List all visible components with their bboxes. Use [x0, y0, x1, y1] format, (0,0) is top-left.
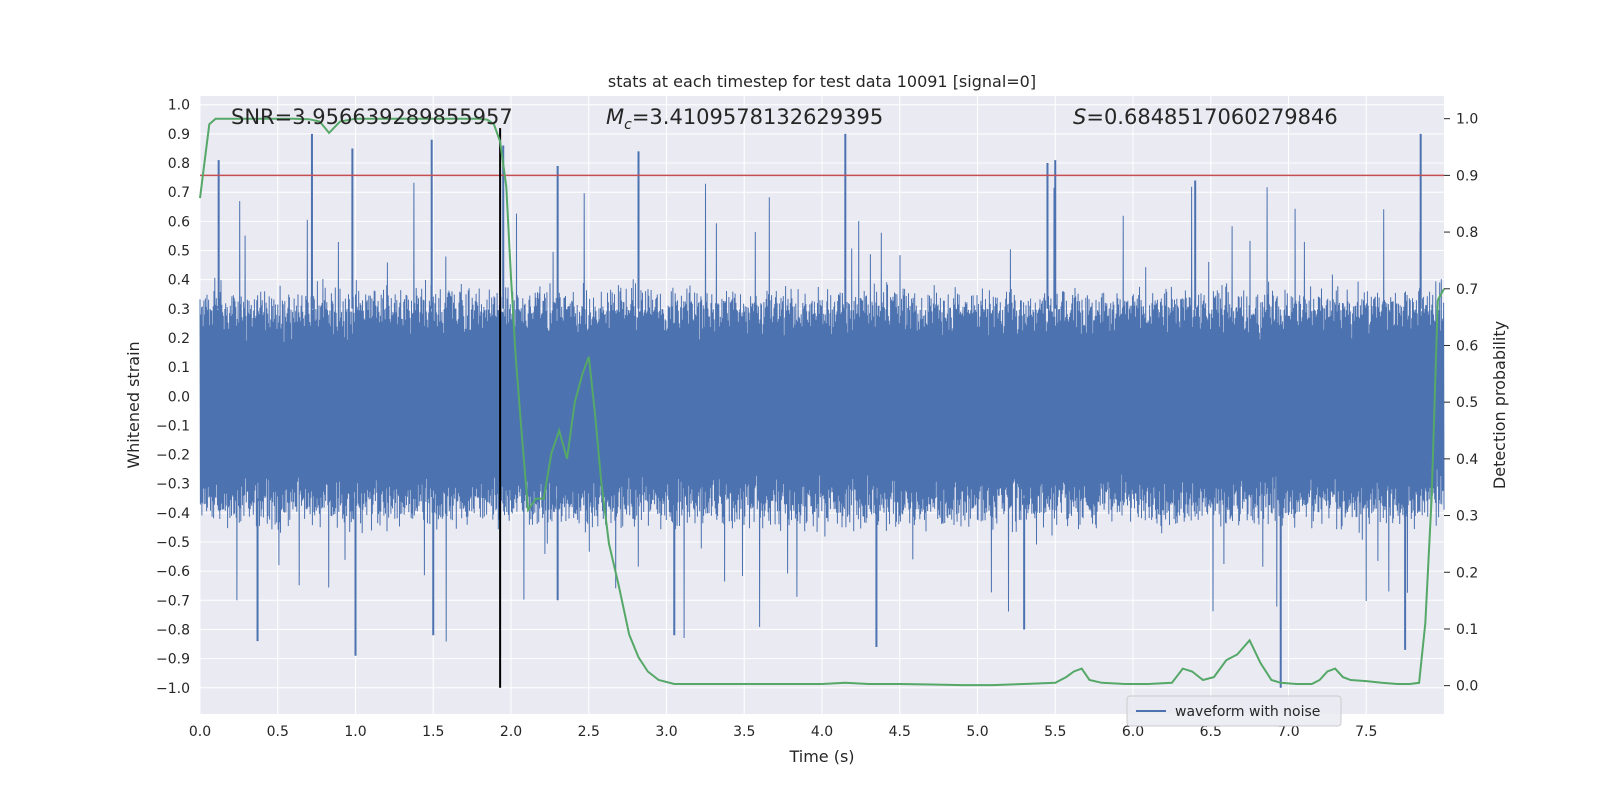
y-tick-label: −0.1 [156, 418, 190, 434]
x-tick-label: 7.0 [1277, 724, 1299, 740]
y-tick-label: −0.9 [156, 652, 190, 668]
x-tick-label: 2.5 [578, 724, 600, 740]
y-tick-label: −0.2 [156, 448, 190, 464]
x-axis-label: Time (s) [788, 747, 854, 766]
s-annotation-prefix: S [1073, 105, 1086, 129]
legend-box [1126, 695, 1342, 727]
chart-title: stats at each timestep for test data 100… [608, 72, 1036, 91]
y2-tick-label: 0.8 [1456, 225, 1478, 241]
snr-annotation: SNR=3.956639289855957 [231, 105, 513, 129]
legend: waveform with noise [1126, 695, 1342, 727]
y2-axis-label: Detection probability [1490, 321, 1509, 489]
y2-tick-label: 0.1 [1456, 622, 1478, 638]
y-tick-label: 0.5 [168, 244, 190, 260]
s-annotation-value: =0.6848517060279846 [1086, 105, 1337, 129]
y-tick-label: −0.7 [156, 593, 190, 609]
legend-label: waveform with noise [1175, 704, 1320, 720]
annotation-lines [200, 128, 1444, 688]
y2-tick-label: 0.2 [1456, 565, 1478, 581]
y-tick-label: −0.5 [156, 535, 190, 551]
y-tick-label: −1.0 [156, 681, 190, 697]
x-tick-label: 0.0 [189, 724, 211, 740]
snr-annotation-prefix: SNR [231, 105, 275, 129]
y2-tick-label: 1.0 [1456, 112, 1478, 128]
y2-tick-label: 0.6 [1456, 338, 1478, 354]
x-tick-label: 5.5 [1044, 724, 1066, 740]
y-tick-label: 0.9 [168, 127, 190, 143]
x-tick-label: 5.0 [966, 724, 988, 740]
y2-tick-label: 0.5 [1456, 395, 1478, 411]
y2-tick-label: 0.3 [1456, 509, 1478, 525]
y2-tick-label: 0.7 [1456, 282, 1478, 298]
y2-tick-label: 0.0 [1456, 679, 1478, 695]
x-tick-label: 6.0 [1122, 724, 1144, 740]
y-tick-label: −0.3 [156, 477, 190, 493]
y-tick-label: 0.8 [168, 156, 190, 172]
y-tick-label: 0.7 [168, 185, 190, 201]
x-tick-label: 4.5 [889, 724, 911, 740]
s-annotation: S=0.6848517060279846 [1073, 105, 1338, 129]
x-tick-label: 1.5 [422, 724, 444, 740]
x-tick-label: 1.0 [344, 724, 366, 740]
tick-labels: 0.0 0.5 1.0 1.5 2.0 2.5 3.0 3.5 4.0 4.5 5.0 5.5 6.0 6… [156, 98, 1478, 740]
x-tick-label: 3.5 [733, 724, 755, 740]
y-tick-label: −0.6 [156, 564, 190, 580]
y-tick-label: 0.3 [168, 302, 190, 318]
y-tick-label: 0.0 [168, 389, 190, 405]
chirp-mass-annotation-prefix: M [606, 105, 624, 129]
y-tick-label: 0.1 [168, 360, 190, 376]
chirp-mass-annotation-value: =3.4109578132629395 [632, 105, 883, 129]
x-tick-label: 2.0 [500, 724, 522, 740]
x-tick-label: 4.0 [811, 724, 833, 740]
x-tick-label: 3.0 [655, 724, 677, 740]
y-tick-label: 1.0 [168, 98, 190, 114]
waveform-series [199, 133, 1445, 688]
x-tick-label: 0.5 [267, 724, 289, 740]
x-tick-label: 6.5 [1200, 724, 1222, 740]
y2-tick-label: 0.9 [1456, 168, 1478, 184]
y-tick-label: −0.8 [156, 622, 190, 638]
x-tick-label: 7.5 [1355, 724, 1377, 740]
y2-tick-label: 0.4 [1456, 452, 1478, 468]
y-tick-label: −0.4 [156, 506, 190, 522]
chirp-mass-annotation-subscript: c [624, 117, 632, 133]
y-tick-label: 0.2 [168, 331, 190, 347]
detection-probability-line [199, 117, 1445, 687]
snr-annotation-value: =3.956639289855957 [275, 105, 513, 129]
probability-series [199, 117, 1445, 687]
y-axis-label: Whitened strain [124, 341, 143, 468]
chirp-mass-annotation: Mc=3.4109578132629395 [606, 105, 883, 133]
y-tick-label: 0.4 [168, 273, 190, 289]
waveform-noise-line [199, 182, 1445, 642]
y-tick-label: 0.6 [168, 214, 190, 230]
